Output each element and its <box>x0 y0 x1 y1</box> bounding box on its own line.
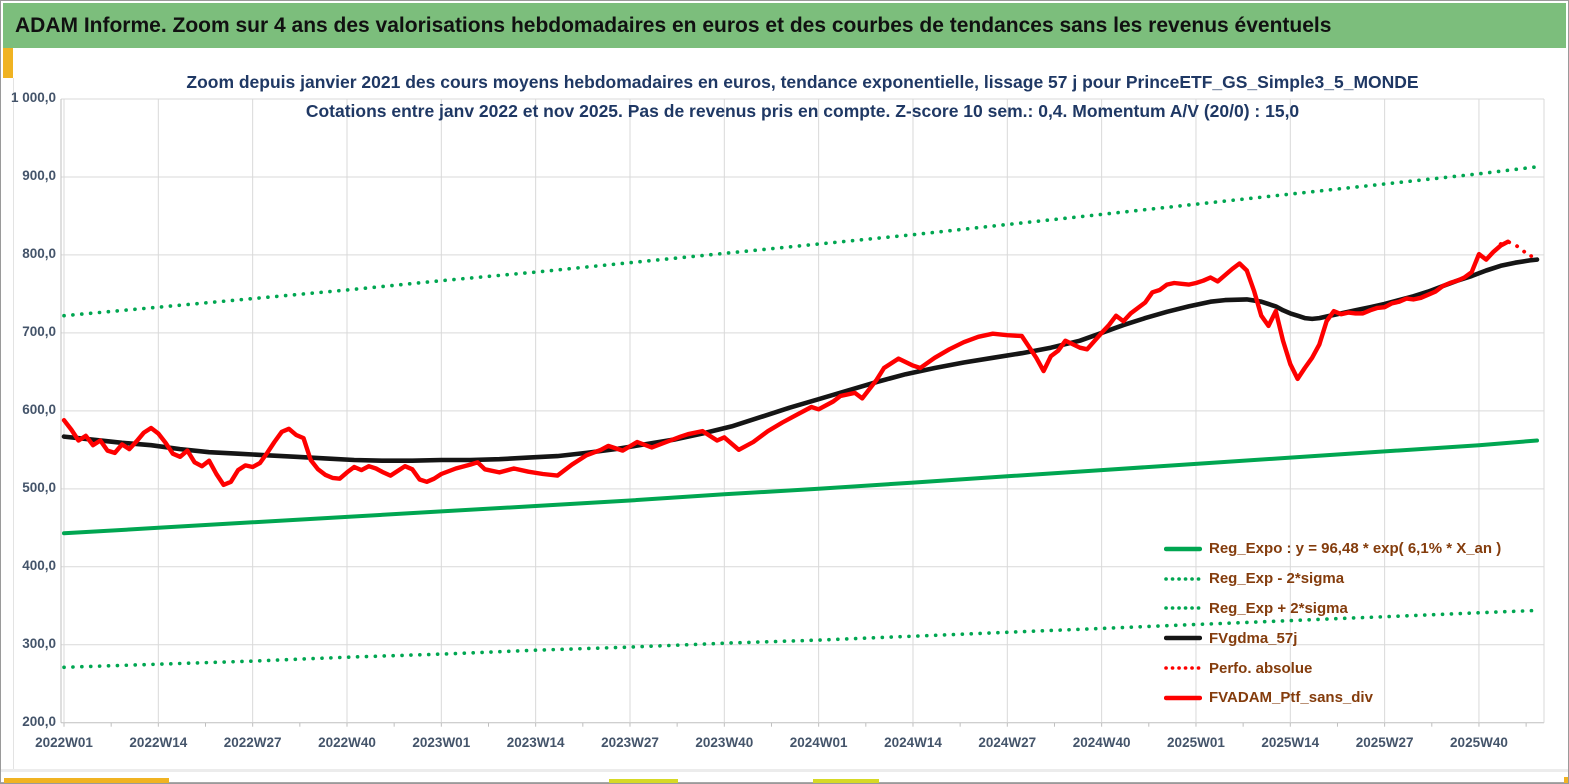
x-tick-label: 2025W27 <box>1355 735 1414 750</box>
bottom-border <box>1 782 1568 783</box>
legend-line-swatch <box>1164 546 1202 552</box>
y-tick-label: 500,0 <box>22 479 56 495</box>
y-tick-label: 400,0 <box>22 557 56 573</box>
legend-dotted-line-swatch <box>1164 606 1202 611</box>
x-tick-label: 2022W14 <box>129 735 188 750</box>
series-fvgdma-57j <box>61 257 1540 464</box>
y-tick-label: 300,0 <box>22 635 56 651</box>
x-tick-label: 2022W40 <box>318 735 376 750</box>
y-tick-label: 1 000,0 <box>10 90 56 105</box>
series-reg-exp-2-sigma <box>62 165 1539 318</box>
legend-label: FVADAM_Ptf_sans_div <box>1209 689 1373 707</box>
legend-item: Reg_Expo : y = 96,48 * exp( 6,1% * X_an … <box>1164 534 1501 564</box>
y-tick-label: 700,0 <box>22 323 56 339</box>
y-tick-label: 200,0 <box>22 713 56 729</box>
left-divider <box>13 78 14 771</box>
legend-line-swatch <box>1164 636 1202 641</box>
x-tick-label: 2025W14 <box>1261 735 1320 750</box>
x-tick-label: 2024W14 <box>884 735 942 750</box>
x-tick-label: 2024W01 <box>789 735 848 750</box>
legend-label: Reg_Exp - 2*sigma <box>1209 570 1345 588</box>
legend-item: Perfo. absolue <box>1164 653 1501 683</box>
x-tick-label: 2022W01 <box>35 735 93 750</box>
bottom-band <box>1 769 1568 772</box>
series-reg-expo <box>62 438 1539 536</box>
chart-subtitle: Cotations entre janv 2022 et nov 2025. P… <box>305 101 1300 121</box>
series-reg-exp-2-sigma <box>62 608 1539 670</box>
legend-item: Reg_Exp + 2*sigma <box>1164 594 1501 624</box>
legend-line-swatch <box>1164 695 1202 701</box>
x-tick-label: 2025W40 <box>1450 735 1508 750</box>
legend-dotted-line-swatch <box>1164 576 1202 581</box>
bottom-accent-left <box>4 778 169 783</box>
legend-label: FVgdma_57j <box>1209 629 1298 647</box>
x-tick-label: 2023W01 <box>412 735 471 750</box>
x-tick-label: 2022W27 <box>223 735 282 750</box>
legend-label: Reg_Exp + 2*sigma <box>1209 599 1348 617</box>
left-accent-bar <box>3 48 13 78</box>
legend-item: FVgdma_57j <box>1164 623 1501 653</box>
chart-title: Zoom depuis janvier 2021 des cours moyen… <box>186 72 1419 92</box>
legend-label: Reg_Expo : y = 96,48 * exp( 6,1% * X_an … <box>1209 540 1502 558</box>
x-tick-label: 2023W27 <box>601 735 659 750</box>
series-fvadam-ptf-sans-div <box>61 239 1511 488</box>
window-title-bar: ADAM Informe. Zoom sur 4 ans des valoris… <box>3 3 1566 48</box>
window-title: ADAM Informe. Zoom sur 4 ans des valoris… <box>15 13 1332 37</box>
series-perfo-absolue <box>1498 239 1539 259</box>
y-tick-label: 600,0 <box>22 401 56 417</box>
x-tick-label: 2025W01 <box>1167 735 1225 750</box>
y-tick-label: 800,0 <box>22 245 56 261</box>
bottom-accent-center <box>609 779 678 783</box>
x-tick-label: 2023W14 <box>506 735 565 750</box>
x-tick-label: 2024W40 <box>1072 735 1131 750</box>
y-tick-label: 900,0 <box>22 167 56 183</box>
legend-label: Perfo. absolue <box>1209 659 1313 677</box>
legend-item: Reg_Exp - 2*sigma <box>1164 564 1501 594</box>
chart-legend: Reg_Expo : y = 96,48 * exp( 6,1% * X_an … <box>1164 534 1501 713</box>
bottom-accent-center2 <box>813 779 879 783</box>
x-tick-label: 2023W40 <box>695 735 754 750</box>
bottom-accent-right <box>1564 777 1568 783</box>
legend-dotted-line-swatch <box>1164 666 1202 670</box>
x-tick-label: 2024W27 <box>978 735 1037 750</box>
legend-item: FVADAM_Ptf_sans_div <box>1164 683 1501 713</box>
